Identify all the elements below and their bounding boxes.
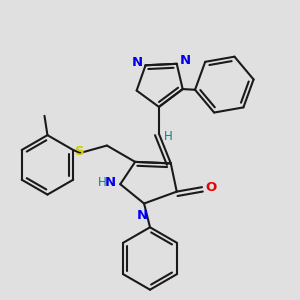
Text: N: N (131, 56, 142, 69)
Text: H: H (98, 176, 107, 189)
Text: S: S (75, 145, 85, 158)
Text: H: H (164, 130, 173, 143)
Text: N: N (180, 54, 191, 67)
Text: O: O (205, 181, 216, 194)
Text: N: N (105, 176, 116, 189)
Text: N: N (137, 209, 148, 222)
